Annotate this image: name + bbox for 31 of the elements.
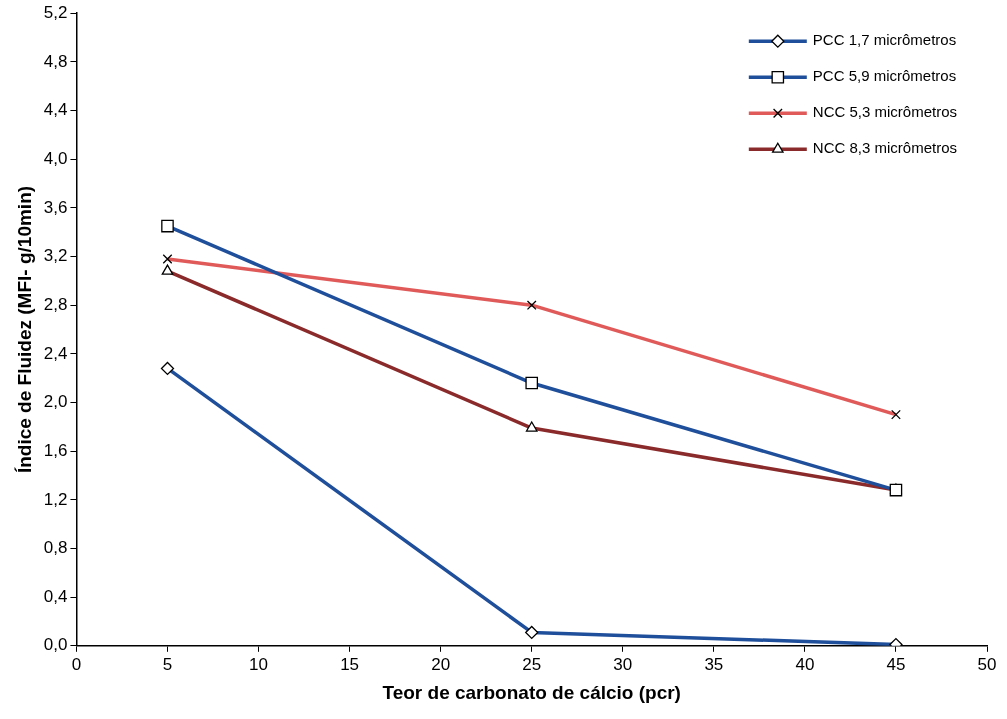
y-tick-label: 0,4 [43,586,68,606]
x-tick-label: 40 [795,654,815,674]
y-tick-label: 4,8 [43,51,68,71]
y-tick-label: 3,2 [43,246,68,266]
legend-label: NCC 8,3 micrômetros [812,139,958,157]
x-tick-label: 25 [522,654,542,674]
x-tick-label: 15 [340,654,360,674]
y-tick-label: 0,8 [43,538,68,558]
y-tick-label: 4,4 [43,100,68,120]
legend-label: NCC 5,3 micrômetros [812,103,958,121]
y-tick-label: 1,6 [43,440,68,460]
x-axis-title: Teor de carbonato de cálcio (pcr) [382,681,681,703]
y-tick-label: 0,0 [43,635,68,655]
x-tick-label: 10 [249,654,269,674]
y-axis-title: Índice de Fluidez (MFI- g/10min) [13,185,35,474]
legend-label: PCC 1,7 micrômetros [812,31,957,49]
x-tick-label: 20 [431,654,451,674]
x-tick-label: 50 [977,654,997,674]
x-tick-label: 30 [613,654,633,674]
legend-label: PCC 5,9 micrômetros [812,67,957,85]
y-tick-label: 1,2 [43,489,68,509]
x-tick-label: 5 [162,654,173,674]
y-tick-label: 2,0 [43,392,68,412]
y-tick-label: 3,6 [43,197,68,217]
x-tick-label: 0 [71,654,82,674]
y-tick-label: 2,8 [43,294,68,314]
y-tick-label: 2,4 [43,343,68,363]
y-tick-label: 5,2 [43,2,68,22]
y-tick-label: 4,0 [43,148,68,168]
x-tick-label: 35 [704,654,724,674]
x-tick-label: 45 [886,654,906,674]
